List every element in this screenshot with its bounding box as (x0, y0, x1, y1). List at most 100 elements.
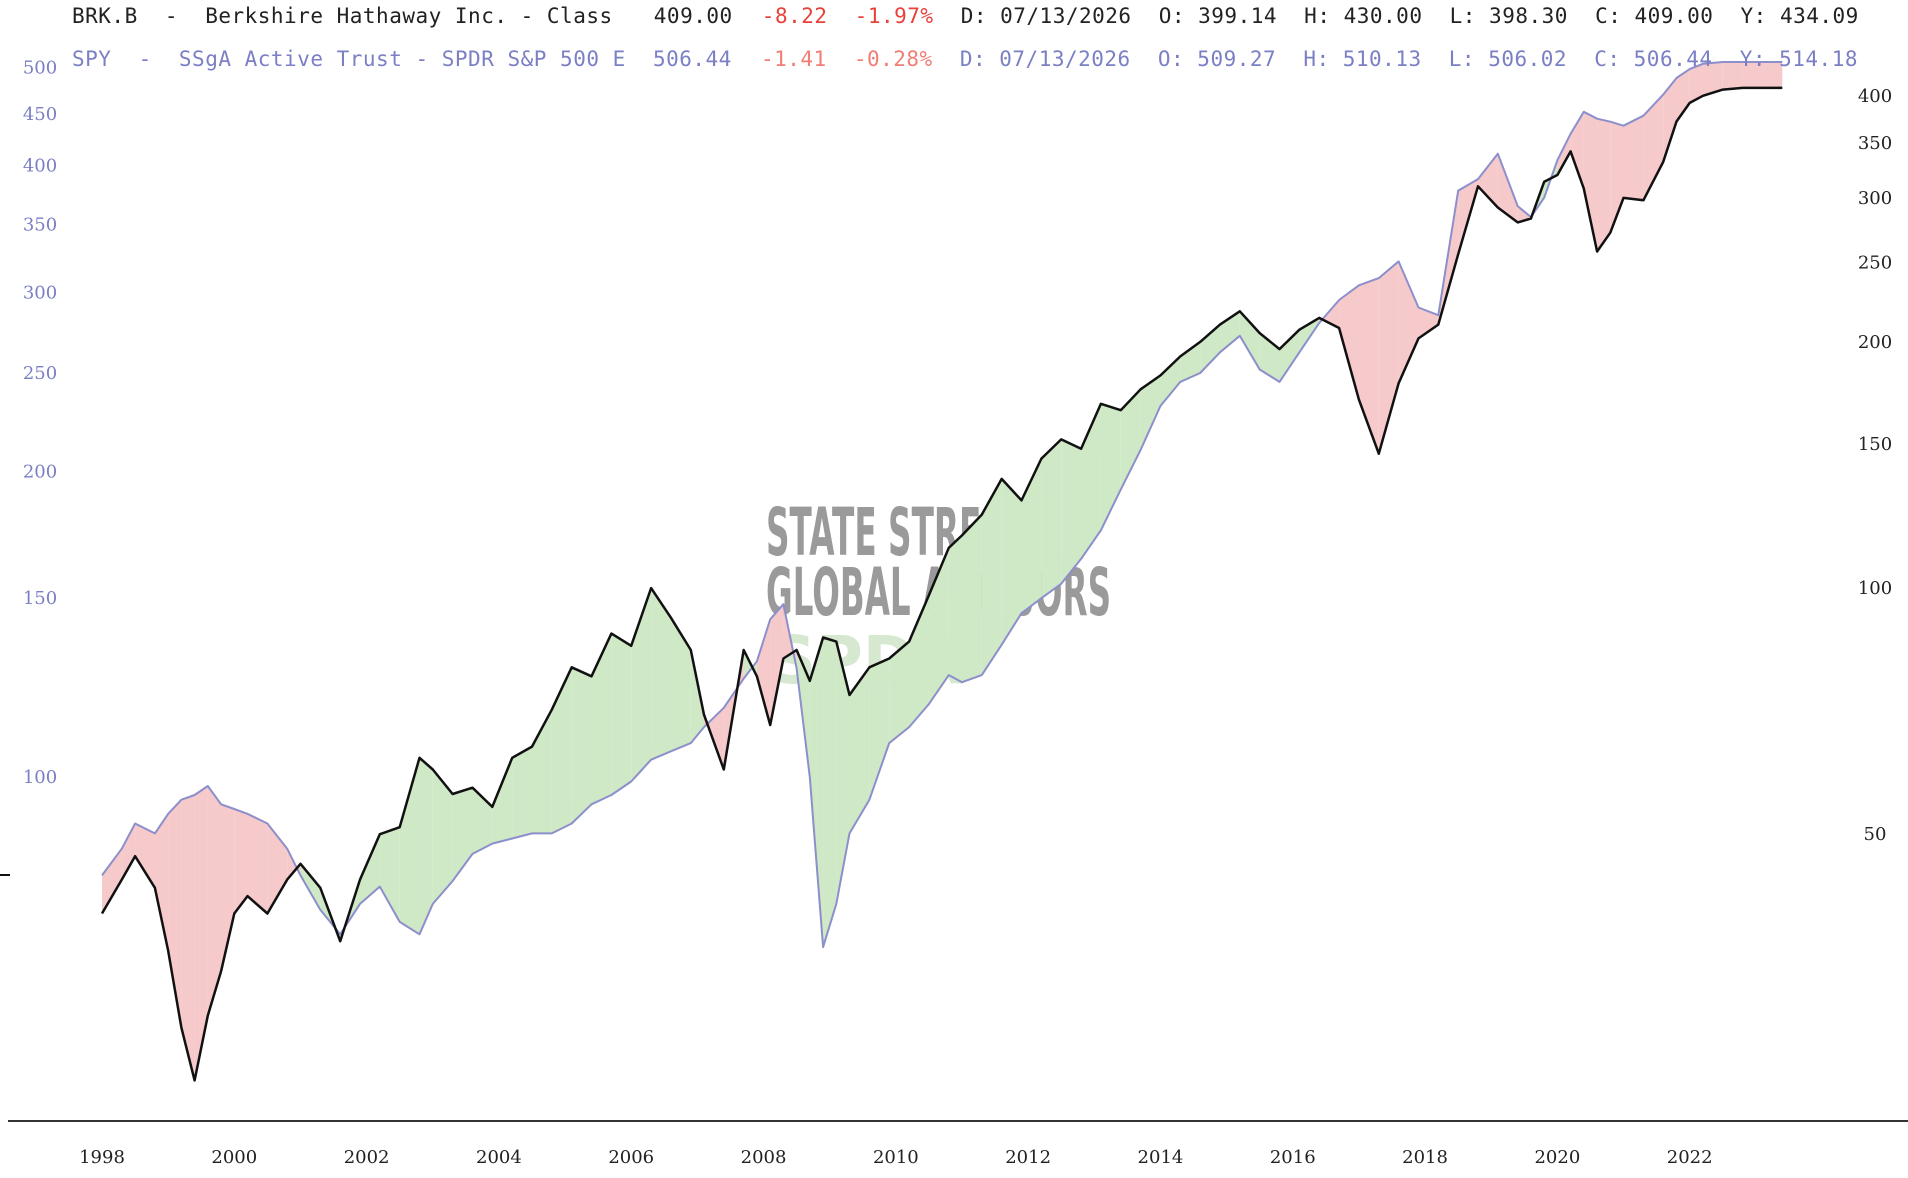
y-right-tick-label: 150 (1858, 434, 1892, 455)
spy-date: D: 07/13/2026 (960, 47, 1131, 71)
spread-fill-segment (1478, 153, 1498, 208)
spread-fill-segment (1663, 78, 1677, 162)
spy-change: -1.41 (761, 47, 827, 71)
spread-fill-segment (472, 787, 493, 854)
spread-fill-segment (379, 827, 400, 922)
spread-fill-segment (1762, 62, 1783, 88)
spread-fill-segment (300, 863, 321, 910)
spread-fill-segment (121, 823, 136, 880)
spread-fill-segment (591, 633, 612, 805)
brk-series-line (100, 86, 1783, 1082)
y-right-tick-label: 50 (1864, 824, 1887, 845)
spread-fill-segment (1497, 153, 1518, 223)
spread-fill-segment (909, 595, 929, 728)
spread-fill-segment (532, 709, 552, 834)
spread-fill-segment (571, 667, 592, 824)
y-right-tick-label: 400 (1858, 86, 1892, 107)
spread-fill-segment (1180, 341, 1201, 382)
spread-fill-segment (809, 637, 824, 948)
x-tick-label: 2000 (211, 1147, 257, 1168)
y-left-tick-label: 450 (23, 104, 57, 125)
spy-ticker: SPY (72, 47, 111, 71)
spread-fill-segment (452, 787, 473, 881)
spread-fill-segment (207, 785, 222, 1016)
brk-y: Y: 434.09 (1741, 4, 1859, 28)
x-tick-label: 2014 (1138, 1147, 1184, 1168)
spread-fill-segment (670, 617, 691, 752)
brk-high: H: 430.00 (1304, 4, 1422, 28)
spread-fill-segment (690, 649, 704, 744)
y-left-tick-label: 300 (23, 283, 57, 304)
spread-fill-segment (849, 667, 870, 834)
spread-fill-segment (1398, 261, 1419, 384)
y-right-tick-label: 300 (1858, 188, 1892, 209)
spread-fill-segment (1200, 324, 1220, 373)
spread-fill-segment (1742, 62, 1763, 88)
y-right-tick-label: 200 (1858, 332, 1892, 353)
spread-fill-segment (247, 813, 268, 914)
spy-header-row: SPY - SSgA Active Trust - SPDR S&P 500 E… (72, 47, 1858, 71)
brk-date: D: 07/13/2026 (961, 4, 1132, 28)
spread-fill-segment (432, 769, 453, 904)
spread-fill-segment (1160, 356, 1181, 406)
spy-low: L: 506.02 (1449, 47, 1567, 71)
brk-last-price: 409.00 (654, 4, 733, 28)
spread-fill-segment (823, 637, 837, 948)
spread-fill-segment (1689, 63, 1703, 103)
spy-change-pct: -0.28% (854, 47, 933, 71)
spread-fill-segment (1597, 118, 1611, 252)
y-left-tick-label: 350 (23, 215, 57, 236)
brk-ticker: BRK.B (72, 4, 138, 28)
spread-fill-segment (194, 785, 208, 1081)
y-right-tick-label: 350 (1858, 133, 1892, 154)
spread-fill-segment (1001, 478, 1022, 645)
y-right-tick-label: 100 (1858, 578, 1892, 599)
x-tick-label: 2018 (1402, 1147, 1448, 1168)
x-tick-label: 2006 (608, 1147, 654, 1168)
spy-close: C: 506.44 (1594, 47, 1712, 71)
spy-open: O: 509.27 (1158, 47, 1276, 71)
x-tick-label: 2004 (476, 1147, 522, 1168)
spread-fill-segment (234, 809, 248, 914)
spread-fill-segment (962, 514, 982, 683)
spread-fill-segment (770, 604, 784, 726)
spy-last-price: 506.44 (653, 47, 732, 71)
spread-fill-segment (360, 834, 380, 904)
x-tick-label: 2008 (741, 1147, 787, 1168)
spread-fill-segment (1239, 311, 1260, 370)
x-tick-label: 2002 (344, 1147, 390, 1168)
spread-fill-segment (1722, 62, 1743, 90)
x-tick-label: 2022 (1667, 1147, 1713, 1168)
spy-high: H: 510.13 (1303, 47, 1421, 71)
brk-dash-1: - (165, 4, 178, 28)
spread-fill-segment (1339, 285, 1359, 400)
spread-fill-segment (1021, 458, 1042, 614)
spread-fill-segment (1570, 111, 1584, 189)
x-tick-label: 2012 (1005, 1147, 1051, 1168)
spread-fill-segment (1140, 375, 1161, 450)
spread-fill-segment (928, 547, 949, 705)
spread-fill-layer (102, 62, 1783, 1081)
y-left-tick-label: 150 (23, 588, 57, 609)
brk-header-row: BRK.B - Berkshire Hathaway Inc. - Class … (72, 4, 1859, 28)
brk-open: O: 399.14 (1159, 4, 1277, 28)
spread-fill-segment (948, 535, 962, 683)
spread-fill-segment (551, 667, 572, 834)
spread-fill-segment (1557, 133, 1571, 175)
brk-change-pct: -1.97% (855, 4, 934, 28)
spread-fill-segment (1061, 439, 1082, 584)
spread-fill-segment (1120, 389, 1141, 490)
spread-fill-segment (981, 478, 1002, 676)
spread-fill-segment (631, 588, 652, 782)
brk-name: Berkshire Hathaway Inc. - Class (205, 4, 612, 28)
spy-dash-1: - (139, 47, 152, 71)
y-left-tick-label: 100 (23, 767, 57, 788)
legend-header: BRK.B - Berkshire Hathaway Inc. - Class … (72, 4, 1859, 71)
spread-fill-segment (651, 588, 671, 760)
spread-fill-segment (1702, 62, 1723, 96)
spread-fill-segment (181, 795, 195, 1081)
spread-fill-segment (869, 658, 890, 800)
spread-fill-segment (756, 619, 771, 726)
spread-fill-segment (492, 757, 513, 844)
